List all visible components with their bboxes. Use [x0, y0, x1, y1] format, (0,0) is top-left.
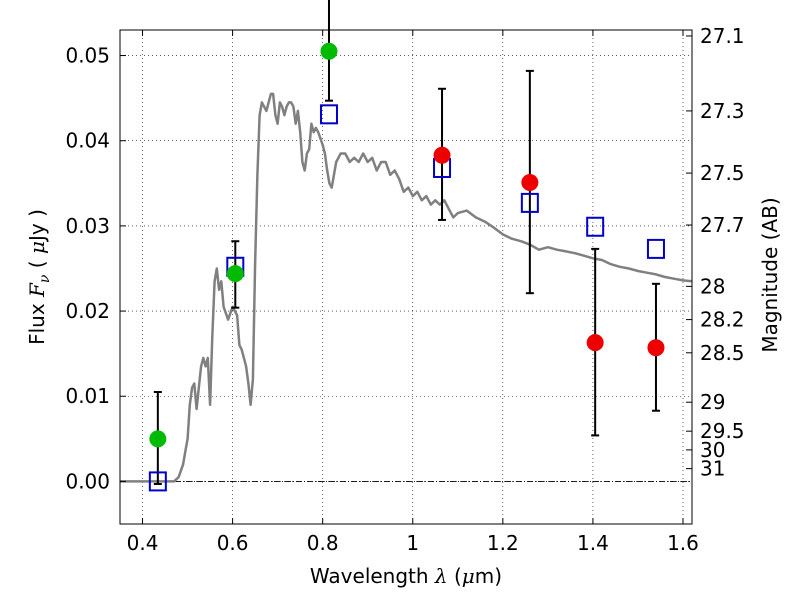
y-tick-label: 0.04: [65, 129, 110, 153]
x-tick-label: 0.4: [127, 531, 159, 555]
model-flux-square: [319, 104, 338, 125]
x-tick-label: 0.6: [217, 531, 249, 555]
error-bars-layer: [153, 0, 660, 485]
x-axis-label: Wavelength λ (μm): [310, 564, 502, 588]
magnitude-tick-label: 30: [700, 438, 725, 462]
magnitude-tick-label: 29.5: [700, 419, 745, 443]
magnitude-tick-label: 27.1: [700, 24, 745, 48]
magnitude-tick-label: 28.2: [700, 308, 745, 332]
magnitude-tick-label: 27.5: [700, 161, 745, 185]
x-tick-label: 1.6: [667, 531, 699, 555]
model-spectrum-line: [120, 92, 693, 483]
observed-point-red: [586, 334, 604, 352]
model-flux-square: [520, 192, 539, 213]
observed-point-red: [647, 339, 665, 357]
plot-frame: [119, 29, 693, 525]
x-tick-label: 0.8: [307, 531, 339, 555]
observed-point-red: [521, 173, 539, 191]
observed-point-green: [320, 42, 338, 60]
magnitude-tick-label: 28: [700, 274, 725, 298]
model-points-layer: [148, 104, 665, 492]
y-tick-label: 0.00: [65, 469, 110, 493]
magnitude-axis-label: Magnitude (AB): [758, 197, 782, 352]
x-tick-label: 1.2: [487, 531, 519, 555]
observed-points-layer: [149, 42, 665, 448]
x-tick-label: 1: [406, 531, 419, 555]
model-flux-square: [646, 238, 665, 259]
y-tick-label: 0.01: [65, 384, 110, 408]
x-tick-label: 1.4: [577, 531, 609, 555]
magnitude-tick-label: 28.5: [700, 341, 745, 365]
model-flux-square: [586, 216, 605, 237]
y-tick-label: 0.05: [65, 44, 110, 68]
magnitude-tick-label: 27.7: [700, 213, 745, 237]
magnitude-tick-label: 27.3: [700, 99, 745, 123]
y-axis: 0.00 0.01 0.02 0.03 0.04 0.05: [65, 44, 126, 493]
y-tick-label: 0.03: [65, 214, 110, 238]
model-flux-square: [148, 471, 167, 492]
model-spectrum-layer: [120, 92, 693, 483]
magnitude-tick-label: 31: [700, 457, 725, 481]
observed-point-red: [433, 146, 451, 164]
grid: [120, 30, 692, 524]
y-tick-label: 0.02: [65, 299, 110, 323]
observed-point-green: [149, 430, 167, 448]
x-axis: 0.4 0.6 0.8 1 1.2 1.4 1.6: [127, 30, 699, 555]
magnitude-tick-label: 29: [700, 390, 725, 414]
observed-point-green: [226, 265, 244, 283]
y-axis-label: Flux Fν ( μJy ): [25, 209, 53, 345]
